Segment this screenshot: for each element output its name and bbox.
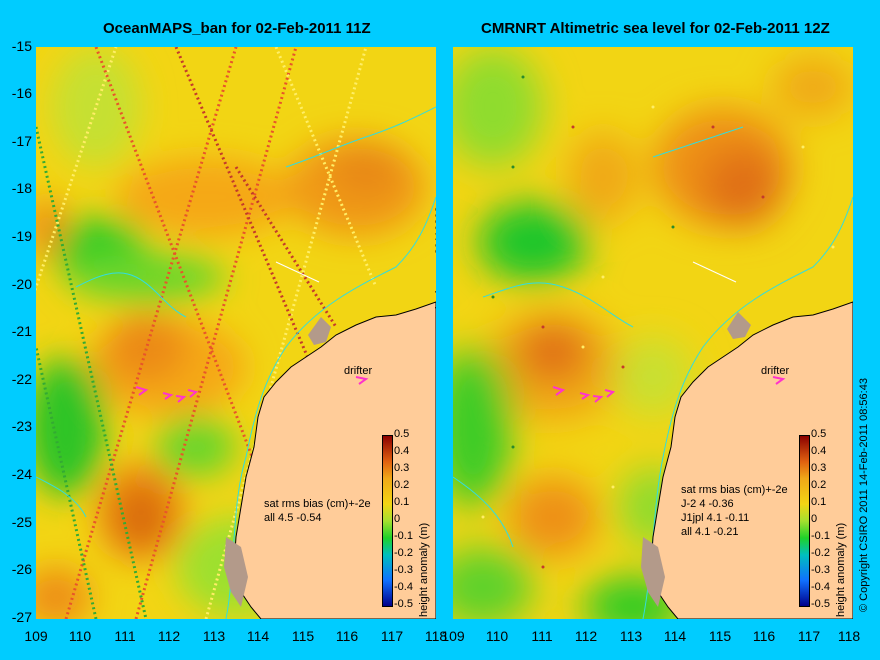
x-tick-label: 115: [708, 628, 732, 644]
drifter-arrows: [135, 376, 369, 403]
colorbar: [382, 435, 393, 607]
y-tick-label: -16: [11, 85, 32, 101]
x-tick-label: 118: [837, 628, 861, 644]
right-map-panel: drifter sat rms bias (cm)+-2e J-2 4 -0.3…: [453, 47, 853, 619]
colorbar-tick: -0.2: [394, 547, 413, 559]
colorbar-label: height anomaly (m): [835, 522, 847, 617]
stats-header: sat rms bias (cm)+-2e: [681, 484, 788, 496]
colorbar-tick: 0.4: [811, 445, 827, 457]
right-map-title: CMRNRT Altimetric sea level for 02-Feb-2…: [481, 20, 830, 37]
y-tick-label: -15: [11, 38, 32, 54]
x-tick-label: 114: [663, 628, 687, 644]
stats-block: sat rms bias (cm)+-2e J-2 4 -0.36 J1jpl …: [681, 483, 788, 539]
left-map-panel: bodas_an_20110202 drifter sat rms bias (…: [36, 47, 436, 619]
colorbar-tick: 0.3: [394, 462, 410, 474]
stats-row: all 4.5 -0.54: [264, 512, 322, 524]
y-tick-label: -23: [11, 418, 32, 434]
model-run-label: bodas_an_20110202: [434, 206, 436, 309]
x-tick-label: 113: [619, 628, 643, 644]
colorbar-tick: -0.1: [394, 530, 413, 542]
y-tick-label: -18: [11, 180, 32, 196]
stats-row: J-2 4 -0.36: [681, 498, 734, 510]
colorbar-tick: -0.4: [811, 581, 830, 593]
x-tick-label: 110: [68, 628, 92, 644]
y-tick-label: -24: [11, 466, 32, 482]
colorbar: [799, 435, 810, 607]
colorbar-tick: 0.1: [394, 496, 410, 508]
colorbar-tick: 0.2: [394, 479, 410, 491]
y-tick-label: -17: [11, 133, 32, 149]
y-tick-label: -19: [11, 228, 32, 244]
colorbar-tick: 0: [394, 513, 401, 525]
colorbar-tick: 0.5: [811, 428, 827, 440]
stats-header: sat rms bias (cm)+-2e: [264, 498, 371, 510]
x-tick-label: 117: [380, 628, 404, 644]
colorbar-tick: -0.4: [394, 581, 413, 593]
y-tick-label: -26: [11, 561, 32, 577]
colorbar-tick: -0.3: [394, 564, 413, 576]
copyright-stamp: © Copyright CSIRO 2011 14-Feb-2011 08:56…: [858, 378, 870, 612]
observation-dots: [481, 75, 835, 569]
colorbar-tick: 0.5: [394, 428, 410, 440]
drifter-label: drifter: [761, 365, 790, 377]
y-tick-label: -27: [11, 609, 32, 625]
left-map-svg: [36, 47, 436, 619]
left-map-title: OceanMAPS_ban for 02-Feb-2011 11Z: [103, 20, 371, 37]
stats-row: all 4.1 -0.21: [681, 526, 739, 538]
x-tick-label: 118: [424, 628, 448, 644]
stats-block: sat rms bias (cm)+-2e all 4.5 -0.54: [264, 497, 371, 525]
colorbar-tick: 0.3: [811, 462, 827, 474]
x-tick-label: 115: [291, 628, 315, 644]
x-tick-label: 109: [24, 628, 48, 644]
x-tick-label: 111: [114, 628, 136, 644]
y-tick-label: -25: [11, 514, 32, 530]
x-tick-label: 111: [531, 628, 553, 644]
x-tick-label: 117: [797, 628, 821, 644]
colorbar-label: height anomaly (m): [418, 522, 430, 617]
colorbar-tick: 0: [811, 513, 818, 525]
colorbar-tick: 0.2: [811, 479, 827, 491]
stats-row: J1jpl 4.1 -0.11: [681, 512, 750, 524]
x-tick-label: 110: [485, 628, 509, 644]
x-tick-label: 116: [335, 628, 359, 644]
x-tick-label: 113: [202, 628, 226, 644]
x-tick-label: 112: [574, 628, 598, 644]
right-map-svg: [453, 47, 853, 619]
x-tick-label: 109: [441, 628, 465, 644]
colorbar-tick: -0.5: [811, 598, 830, 610]
y-tick-label: -21: [11, 323, 32, 339]
colorbar-tick: -0.5: [394, 598, 413, 610]
colorbar-tick: 0.4: [394, 445, 410, 457]
y-tick-label: -22: [11, 371, 32, 387]
y-tick-label: -20: [11, 276, 32, 292]
x-tick-label: 116: [752, 628, 776, 644]
colorbar-tick: 0.1: [811, 496, 827, 508]
x-tick-label: 114: [246, 628, 270, 644]
colorbar-tick: -0.3: [811, 564, 830, 576]
x-tick-label: 112: [157, 628, 181, 644]
drifter-label: drifter: [344, 365, 373, 377]
colorbar-tick: -0.1: [811, 530, 830, 542]
colorbar-tick: -0.2: [811, 547, 830, 559]
drifter-arrows: [552, 376, 786, 403]
